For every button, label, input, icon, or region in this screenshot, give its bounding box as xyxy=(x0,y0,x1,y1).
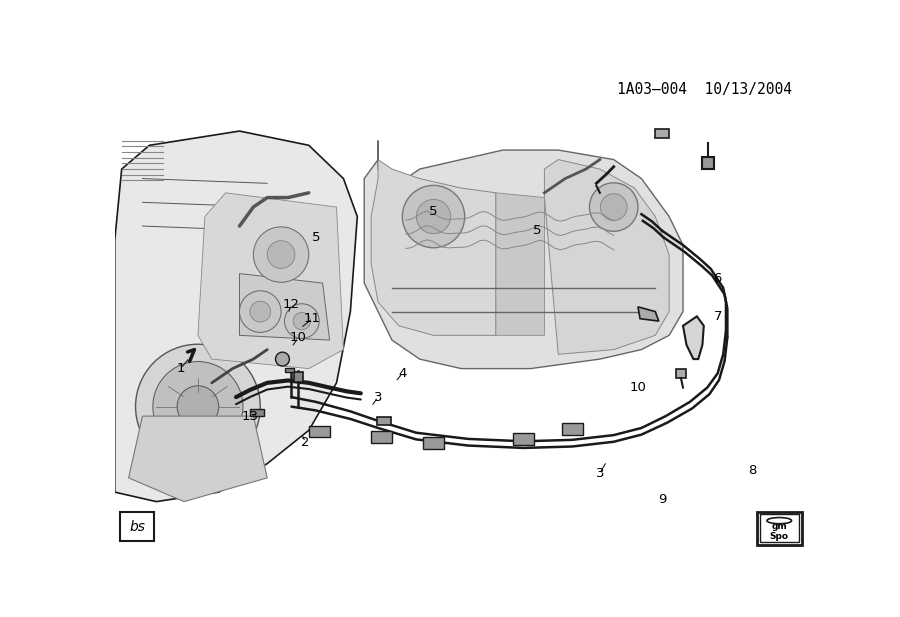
Polygon shape xyxy=(115,131,357,502)
Circle shape xyxy=(177,386,219,428)
Polygon shape xyxy=(676,368,687,378)
Circle shape xyxy=(136,344,260,469)
Circle shape xyxy=(293,312,310,329)
FancyBboxPatch shape xyxy=(757,512,802,545)
Polygon shape xyxy=(239,273,329,340)
Circle shape xyxy=(153,362,243,452)
Circle shape xyxy=(417,199,451,234)
Text: 7: 7 xyxy=(714,310,722,323)
Polygon shape xyxy=(371,431,392,443)
Text: 1A03–004  10/13/2004: 1A03–004 10/13/2004 xyxy=(617,81,792,97)
Polygon shape xyxy=(371,160,496,336)
Circle shape xyxy=(590,183,638,231)
Polygon shape xyxy=(198,193,344,368)
Polygon shape xyxy=(423,437,444,449)
Text: 5: 5 xyxy=(311,231,320,244)
Text: 9: 9 xyxy=(658,493,666,506)
Polygon shape xyxy=(496,193,544,336)
Text: 2: 2 xyxy=(302,436,310,449)
FancyBboxPatch shape xyxy=(760,515,798,542)
Polygon shape xyxy=(562,423,582,435)
Circle shape xyxy=(600,194,627,220)
FancyBboxPatch shape xyxy=(120,512,154,542)
Circle shape xyxy=(284,304,319,338)
Text: 5: 5 xyxy=(533,225,542,238)
Polygon shape xyxy=(364,141,683,368)
Circle shape xyxy=(250,301,271,322)
Text: 10: 10 xyxy=(290,331,307,344)
Polygon shape xyxy=(284,368,293,373)
Text: 10: 10 xyxy=(629,381,646,394)
Text: 6: 6 xyxy=(714,272,722,285)
Text: gm
Spo: gm Spo xyxy=(770,522,788,541)
Text: 4: 4 xyxy=(398,367,407,380)
Polygon shape xyxy=(638,307,659,321)
Text: 5: 5 xyxy=(429,205,437,218)
Polygon shape xyxy=(513,433,534,445)
Circle shape xyxy=(275,352,290,366)
Circle shape xyxy=(402,185,464,248)
Polygon shape xyxy=(655,129,669,138)
Text: 12: 12 xyxy=(283,298,300,311)
Text: 3: 3 xyxy=(374,391,382,404)
Text: 13: 13 xyxy=(241,410,258,423)
Polygon shape xyxy=(702,157,715,169)
Polygon shape xyxy=(683,317,704,359)
Text: 8: 8 xyxy=(748,464,757,477)
Text: 3: 3 xyxy=(596,466,604,479)
Polygon shape xyxy=(309,426,329,437)
Polygon shape xyxy=(293,373,303,382)
Circle shape xyxy=(239,291,281,333)
Circle shape xyxy=(254,227,309,283)
Text: 1: 1 xyxy=(176,362,184,375)
Polygon shape xyxy=(544,160,669,354)
Circle shape xyxy=(267,241,295,268)
Polygon shape xyxy=(377,417,391,424)
Text: bs: bs xyxy=(129,520,145,534)
Ellipse shape xyxy=(767,518,792,524)
Text: 11: 11 xyxy=(304,312,320,325)
Polygon shape xyxy=(250,409,264,416)
Polygon shape xyxy=(129,416,267,502)
